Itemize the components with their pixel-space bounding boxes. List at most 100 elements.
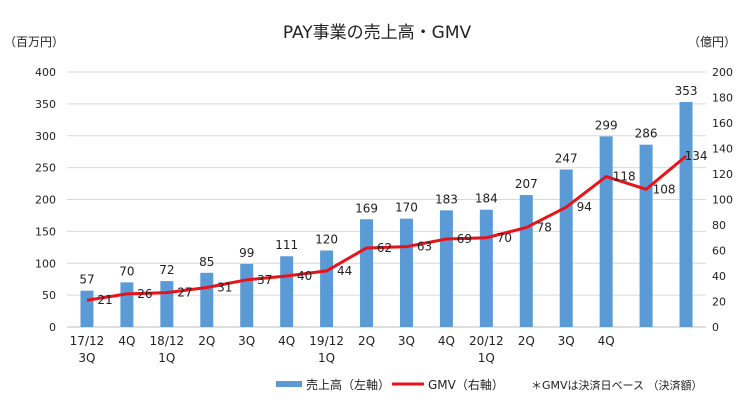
x-axis-tick-label: 1Q: [318, 351, 335, 365]
line-value-label: 69: [457, 232, 472, 246]
left-axis-tick-label: 50: [42, 289, 56, 302]
line-value-label: 40: [297, 269, 312, 283]
bar-value-label: 170: [395, 201, 418, 215]
left-axis-tick-label: 400: [35, 66, 56, 79]
x-axis-tick-label: 2Q: [358, 334, 375, 348]
line-value-labels: 21 26 27 31 37 40 44 62 63 69 70 78 94 118 108 134: [97, 149, 707, 307]
bar-value-label: 207: [515, 177, 538, 191]
bar: [519, 195, 533, 327]
line-value-label: 118: [613, 170, 636, 184]
bar: [360, 219, 374, 327]
legend-bar-swatch: [276, 381, 302, 387]
x-axis-tick-label: 3Q: [558, 334, 575, 348]
line-value-label: 37: [257, 273, 272, 287]
left-axis-unit: （百万円）: [4, 35, 64, 49]
right-axis-tick-label: 60: [712, 245, 726, 258]
right-axis-tick-label: 0: [712, 321, 719, 334]
line-value-label: 27: [177, 286, 192, 300]
x-axis-tick-label: 4Q: [438, 334, 455, 348]
left-axis-tick-label: 350: [35, 98, 56, 111]
bar-value-label: 120: [315, 233, 338, 247]
bar-value-label: 353: [675, 84, 698, 98]
x-axis-tick-label: 4Q: [598, 334, 615, 348]
bar: [639, 144, 653, 327]
bar: [80, 290, 94, 327]
bar: [240, 263, 254, 327]
right-axis-tick-label: 40: [712, 270, 726, 283]
bar: [479, 209, 493, 327]
x-axis-tick-label: 3Q: [78, 351, 95, 365]
bar: [399, 218, 413, 327]
right-axis: 0 20 40 60 80 100 120 140 160 180 200: [712, 66, 733, 334]
bar-value-label: 85: [199, 255, 214, 269]
line-value-label: 21: [97, 293, 112, 307]
line-value-label: 108: [653, 182, 676, 196]
bar-value-label: 111: [275, 238, 298, 252]
x-axis-tick-label: 2Q: [518, 334, 535, 348]
x-axis-tick-label: 3Q: [398, 334, 415, 348]
bar: [120, 282, 134, 327]
bar-value-label: 299: [595, 118, 618, 132]
bar: [160, 281, 174, 327]
left-axis-tick-label: 150: [35, 225, 56, 238]
gmv-line: [86, 154, 687, 302]
line-value-label: 26: [137, 287, 152, 301]
line-value-label: 44: [337, 264, 352, 278]
bar: [439, 210, 453, 327]
bar-value-label: 57: [79, 273, 94, 287]
x-axis-tick-label: 4Q: [278, 334, 295, 348]
left-axis-tick-label: 300: [35, 130, 56, 143]
line-value-label: 94: [577, 200, 592, 214]
legend-bar-label: 売上高（左軸）: [306, 377, 390, 392]
line-value-label: 134: [685, 149, 708, 163]
bar-value-label: 247: [555, 152, 578, 166]
right-axis-tick-label: 180: [712, 92, 733, 105]
right-axis-tick-label: 120: [712, 168, 733, 181]
legend-line-label: GMV（右軸）: [428, 377, 504, 392]
x-axis-tick-label: 2Q: [198, 334, 215, 348]
chart-note: ＊GMVは決済日ベース （決済額）: [531, 378, 703, 392]
bar-value-labels: 57 70 72 85 99 111 120 169 170 183 184 207 247 299 286…: [79, 84, 697, 287]
gridlines: [67, 71, 706, 328]
x-axis-tick-label: 20/12: [469, 334, 504, 348]
bar-value-label: 184: [475, 192, 498, 206]
bar: [200, 272, 214, 327]
legend: 売上高（左軸） GMV（右軸） ＊GMVは決済日ベース （決済額）: [276, 377, 703, 392]
left-axis-tick-label: 250: [35, 162, 56, 175]
x-axis-tick-label: 4Q: [118, 334, 135, 348]
right-axis-tick-label: 200: [712, 66, 733, 79]
chart-title: PAY事業の売上高・GMV: [283, 23, 472, 43]
line-value-label: 70: [497, 231, 512, 245]
right-axis-tick-label: 140: [712, 143, 733, 156]
x-axis-tick-label: 19/12: [309, 334, 344, 348]
right-axis-tick-label: 160: [712, 117, 733, 130]
line-value-label: 31: [217, 280, 232, 294]
bar: [559, 169, 573, 327]
bar: [679, 101, 693, 328]
bar: [280, 256, 294, 327]
bar-value-label: 169: [355, 201, 378, 215]
left-axis-tick-label: 0: [49, 321, 56, 334]
line-value-label: 78: [537, 221, 552, 235]
right-axis-tick-label: 20: [712, 296, 726, 309]
bar-value-label: 183: [435, 192, 458, 206]
x-axis-tick-label: 1Q: [158, 351, 175, 365]
x-axis-tick-label: 18/12: [150, 334, 185, 348]
bar: [320, 250, 334, 327]
right-axis-tick-label: 100: [712, 194, 733, 207]
bar-value-label: 72: [159, 263, 174, 277]
left-axis-tick-label: 200: [35, 194, 56, 207]
bar-value-label: 99: [239, 246, 254, 260]
x-axis-tick-label: 3Q: [238, 334, 255, 348]
left-axis: 0 50 100 150 200 250 300 350 400: [35, 66, 56, 334]
bar: [599, 136, 613, 327]
x-axis: 17/12 3Q 4Q 18/12 1Q 2Q 3Q 4Q 19/12 1Q 2Q 3Q 4Q 20/12…: [70, 334, 615, 365]
x-axis-tick-label: 17/12: [70, 334, 105, 348]
x-axis-tick-label: 1Q: [478, 351, 495, 365]
bar-value-label: 70: [119, 264, 134, 278]
line-value-label: 63: [417, 240, 432, 254]
right-axis-tick-label: 80: [712, 219, 726, 232]
line-value-label: 62: [377, 241, 392, 255]
left-axis-tick-label: 100: [35, 257, 56, 270]
